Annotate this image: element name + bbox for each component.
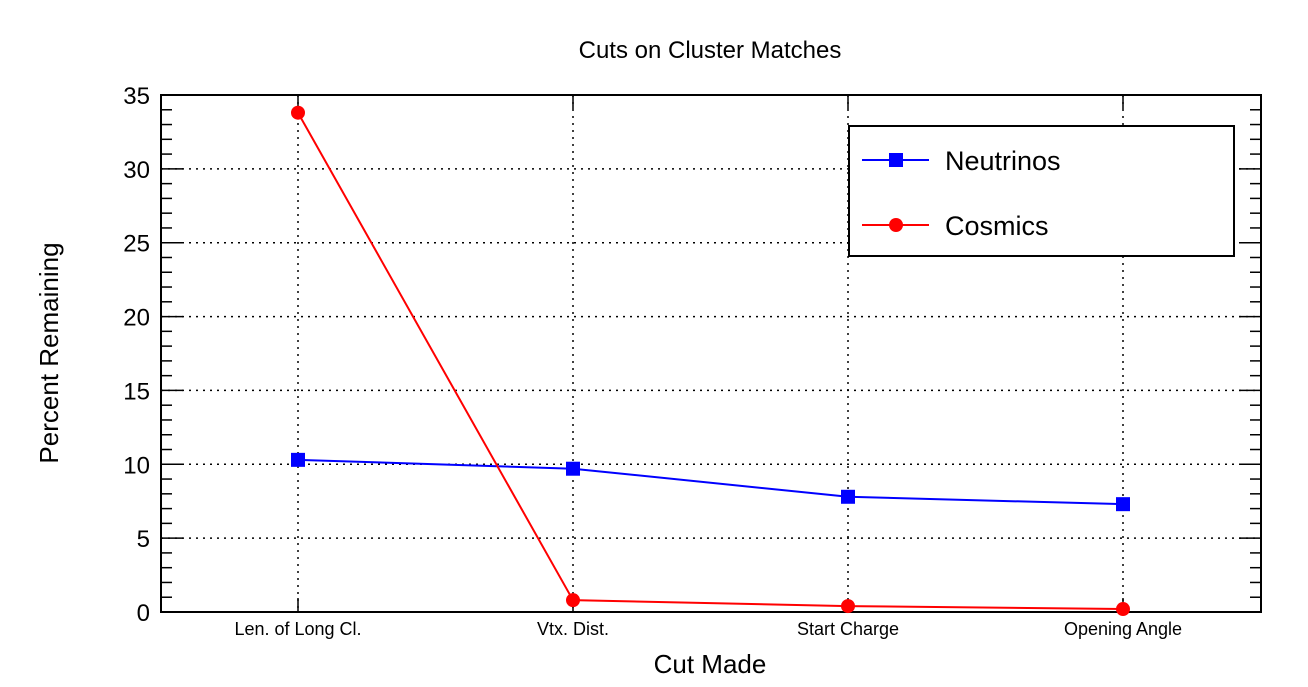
series-layer [291,105,1130,617]
x-tick-label: Vtx. Dist. [537,619,609,639]
data-point-cosmics [1116,602,1130,617]
data-point-cosmics [566,593,580,608]
data-point-neutrinos [291,452,305,467]
x-tick-label: Len. of Long Cl. [234,619,361,639]
x-axis-label: Cut Made [654,649,767,679]
series-line-neutrinos [297,458,1124,506]
data-point-neutrinos [841,489,855,504]
chart-title: Cuts on Cluster Matches [579,37,842,64]
plot-frame [160,94,1262,613]
legend-label-cosmics: Cosmics [945,211,1049,241]
series-line-cosmics [297,112,1124,611]
y-tick-label: 15 [123,378,150,405]
legend-box [848,125,1235,257]
y-tick-label: 20 [123,305,150,332]
y-tick-label: 30 [123,157,150,184]
tick-layer: Len. of Long Cl. Vtx. Dist. Start Charge Op… [123,83,1261,639]
data-point-cosmics [291,105,305,120]
legend-label-neutrinos: Neutrinos [945,146,1061,176]
y-tick-label: 5 [137,526,150,553]
legend-items: Neutrinos Cosmics [862,146,1061,241]
y-tick-label: 0 [137,600,150,627]
legend: Neutrinos Cosmics [848,125,1235,257]
x-tick-label: Start Charge [797,619,899,639]
y-axis-label: Percent Remaining [34,242,64,463]
data-point-neutrinos [566,461,580,476]
legend-marker-cosmics [889,218,903,232]
grid-layer [161,95,1261,612]
y-tick-label: 10 [123,452,150,479]
y-tick-label: 35 [123,83,150,110]
x-tick-label: Opening Angle [1064,619,1182,639]
data-point-neutrinos [1116,497,1130,512]
y-tick-label: 25 [123,231,150,258]
legend-marker-neutrinos [889,153,903,167]
data-point-cosmics [841,599,855,614]
